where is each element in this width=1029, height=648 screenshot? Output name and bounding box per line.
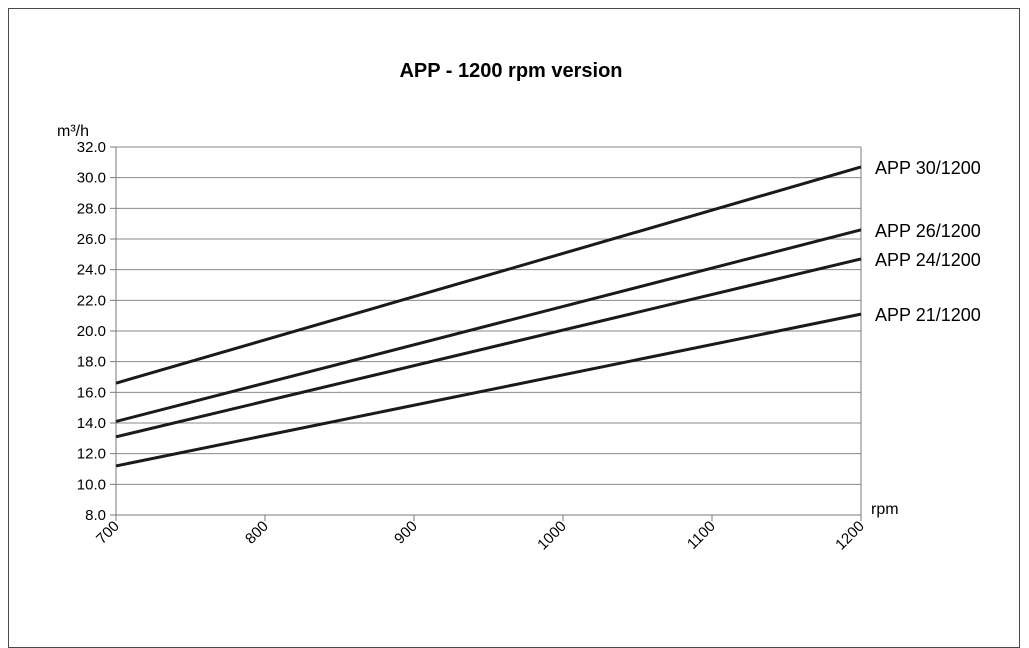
y-tick-label: 12.0 [77, 446, 106, 463]
gridlines [116, 146, 861, 485]
y-tick-label: 26.0 [77, 231, 106, 248]
series-label: APP 26/1200 [875, 221, 981, 241]
y-tick-label: 22.0 [77, 292, 106, 309]
series-line [115, 165, 862, 385]
x-tick-label: 800 [242, 518, 272, 548]
x-tick-labels: 700 800 900 1000 1100 1200 [93, 518, 868, 554]
y-tick-label: 10.0 [77, 476, 106, 493]
axes [110, 146, 862, 521]
series-labels: APP 30/1200 APP 26/1200 APP 24/1200 APP 21/… [875, 158, 981, 325]
series-line [115, 257, 862, 439]
y-tick-label: 32.0 [77, 139, 106, 156]
series-line [115, 312, 862, 468]
x-axis-label: rpm [871, 501, 899, 518]
chart-frame [8, 8, 1020, 648]
series-label: APP 21/1200 [875, 305, 981, 325]
y-tick-label: 28.0 [77, 200, 106, 217]
series-label: APP 30/1200 [875, 158, 981, 178]
x-tick-label: 1100 [684, 518, 719, 553]
y-tick-label: 30.0 [77, 170, 106, 187]
y-tick-label: 18.0 [77, 354, 106, 371]
y-tick-label: 16.0 [77, 384, 106, 401]
series-line [115, 228, 862, 423]
series-label: APP 24/1200 [875, 250, 981, 270]
y-axis-label: m³/h [57, 123, 89, 140]
chart-title: APP - 1200 rpm version [399, 60, 622, 82]
y-tick-labels: 8.0 10.0 12.0 14.0 16.0 18.0 20.0 22.0 24.0 26.0 2… [77, 139, 106, 524]
series-lines [115, 165, 862, 468]
x-tick-label: 1200 [832, 518, 868, 554]
y-tick-label: 24.0 [77, 262, 106, 279]
y-tick-label: 8.0 [85, 507, 106, 524]
y-tick-label: 14.0 [77, 415, 106, 432]
y-tick-label: 20.0 [77, 323, 106, 340]
x-tick-label: 1000 [534, 518, 570, 554]
x-tick-label: 900 [391, 518, 421, 548]
